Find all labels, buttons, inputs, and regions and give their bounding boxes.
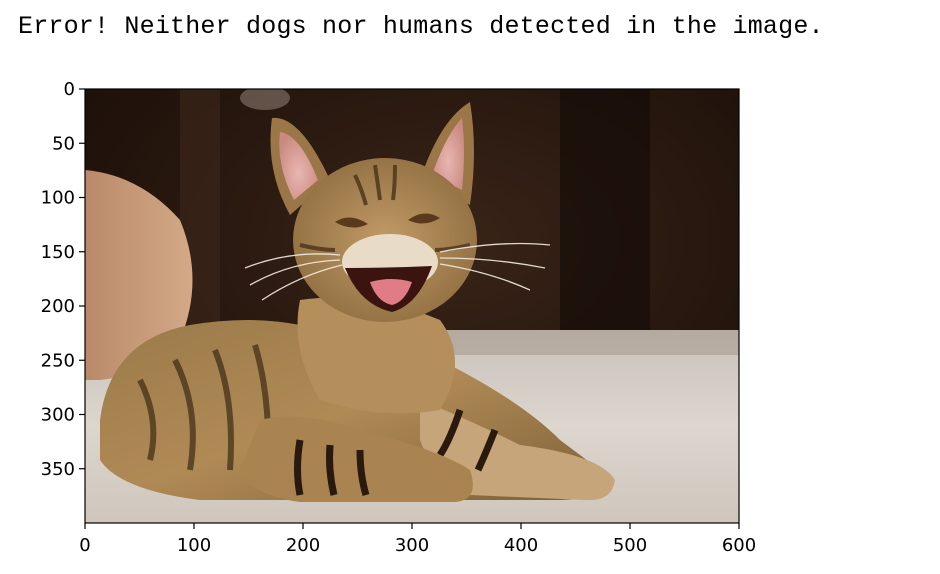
- y-tick-label: 300: [41, 405, 75, 426]
- x-tick-label: 600: [722, 535, 756, 556]
- y-tick-label: 150: [41, 242, 75, 263]
- cat-eye-left: [335, 217, 368, 228]
- y-axis: 0 50 100 150 200 250 300 350: [41, 79, 85, 480]
- x-tick-label: 200: [286, 535, 320, 556]
- x-tick-label: 500: [613, 535, 647, 556]
- y-tick-label: 200: [41, 296, 75, 317]
- cat-photo: [85, 89, 739, 523]
- y-tick-label: 50: [52, 133, 75, 154]
- x-axis: 0 100 200 300 400 500 600: [79, 523, 756, 556]
- y-tick-label: 350: [41, 459, 75, 480]
- cat-eye-right: [408, 213, 440, 224]
- y-tick-label: 250: [41, 350, 75, 371]
- x-tick-label: 300: [395, 535, 429, 556]
- y-tick-label: 100: [41, 188, 75, 209]
- error-output-text: Error! Neither dogs nor humans detected …: [18, 12, 824, 41]
- x-tick-label: 100: [177, 535, 211, 556]
- pillow: [85, 170, 193, 380]
- x-tick-label: 0: [79, 535, 90, 556]
- y-tick-label: 0: [64, 79, 75, 100]
- x-tick-label: 400: [504, 535, 538, 556]
